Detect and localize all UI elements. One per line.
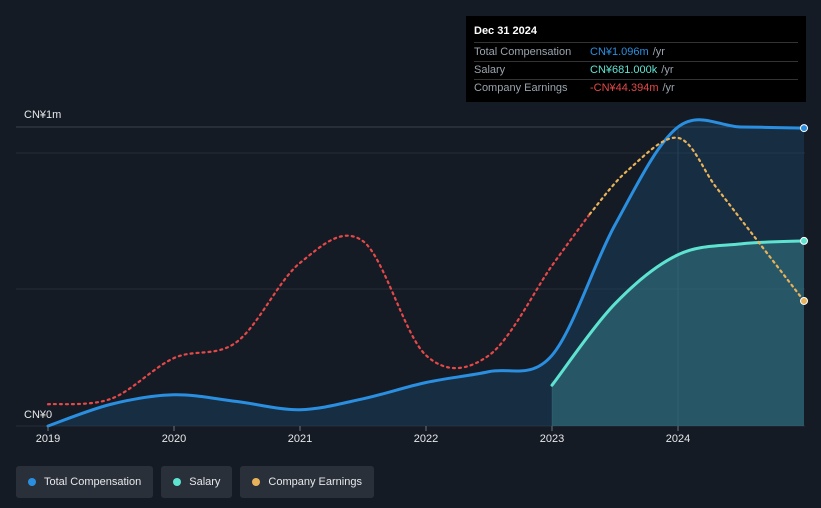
legend-item-salary[interactable]: Salary (161, 466, 233, 498)
series-endpoint (800, 236, 808, 245)
x-tick-label: 2021 (288, 433, 312, 445)
legend: Total Compensation Salary Company Earnin… (16, 466, 374, 498)
legend-label: Total Compensation (44, 476, 142, 488)
legend-item-total-compensation[interactable]: Total Compensation (16, 466, 154, 498)
series-lines (46, 118, 806, 428)
x-tick-label: 2019 (36, 433, 60, 445)
legend-item-company-earnings[interactable]: Company Earnings (240, 466, 374, 498)
series-area (48, 119, 804, 427)
tooltip-value: CN¥1.096m (590, 46, 649, 58)
legend-dot-icon (28, 478, 36, 486)
tooltip-row-total: Total Compensation CN¥1.096m /yr (474, 44, 798, 62)
series-area (552, 240, 804, 426)
tooltip-value: -CN¥44.394m (590, 82, 659, 94)
series-line (550, 239, 806, 387)
legend-dot-icon (252, 478, 261, 486)
tooltip-unit: /yr (662, 82, 675, 94)
grid-lines (16, 126, 805, 427)
y-tick-label: CN¥0 (24, 409, 52, 421)
x-tick-label: 2022 (414, 433, 438, 445)
earnings-line (46, 212, 591, 406)
legend-label: Company Earnings (268, 476, 362, 488)
series-areas (48, 119, 804, 427)
tooltip: Dec 31 2024 Total Compensation CN¥1.096m… (466, 16, 806, 102)
y-axis-ticks: CN¥0 CN¥1m (24, 109, 61, 421)
series-endpoints (800, 124, 808, 305)
tooltip-row-salary: Salary CN¥681.000k /yr (474, 62, 798, 80)
tooltip-unit: /yr (661, 64, 674, 76)
tooltip-value: CN¥681.000k (590, 64, 658, 76)
series-line (46, 118, 806, 428)
series-endpoint (800, 124, 808, 133)
tooltip-label: Total Compensation (474, 46, 572, 58)
y-tick-label: CN¥1m (24, 109, 61, 121)
legend-label: Salary (189, 476, 221, 488)
earnings-forecast-line (588, 136, 806, 303)
x-tick-label: 2023 (540, 433, 564, 445)
tooltip-date: Dec 31 2024 (474, 24, 798, 43)
legend-dot-icon (173, 478, 182, 486)
x-tick-label: 2024 (666, 433, 690, 445)
tooltip-label: Company Earnings (474, 82, 568, 94)
x-tick-label: 2020 (162, 433, 186, 445)
series-endpoint (800, 296, 808, 305)
x-axis-ticks: 2019 2020 2021 2022 2023 2024 (36, 426, 690, 445)
tooltip-row-earnings: Company Earnings -CN¥44.394m /yr (474, 80, 798, 97)
tooltip-label: Salary (474, 64, 506, 76)
tooltip-unit: /yr (652, 46, 665, 58)
